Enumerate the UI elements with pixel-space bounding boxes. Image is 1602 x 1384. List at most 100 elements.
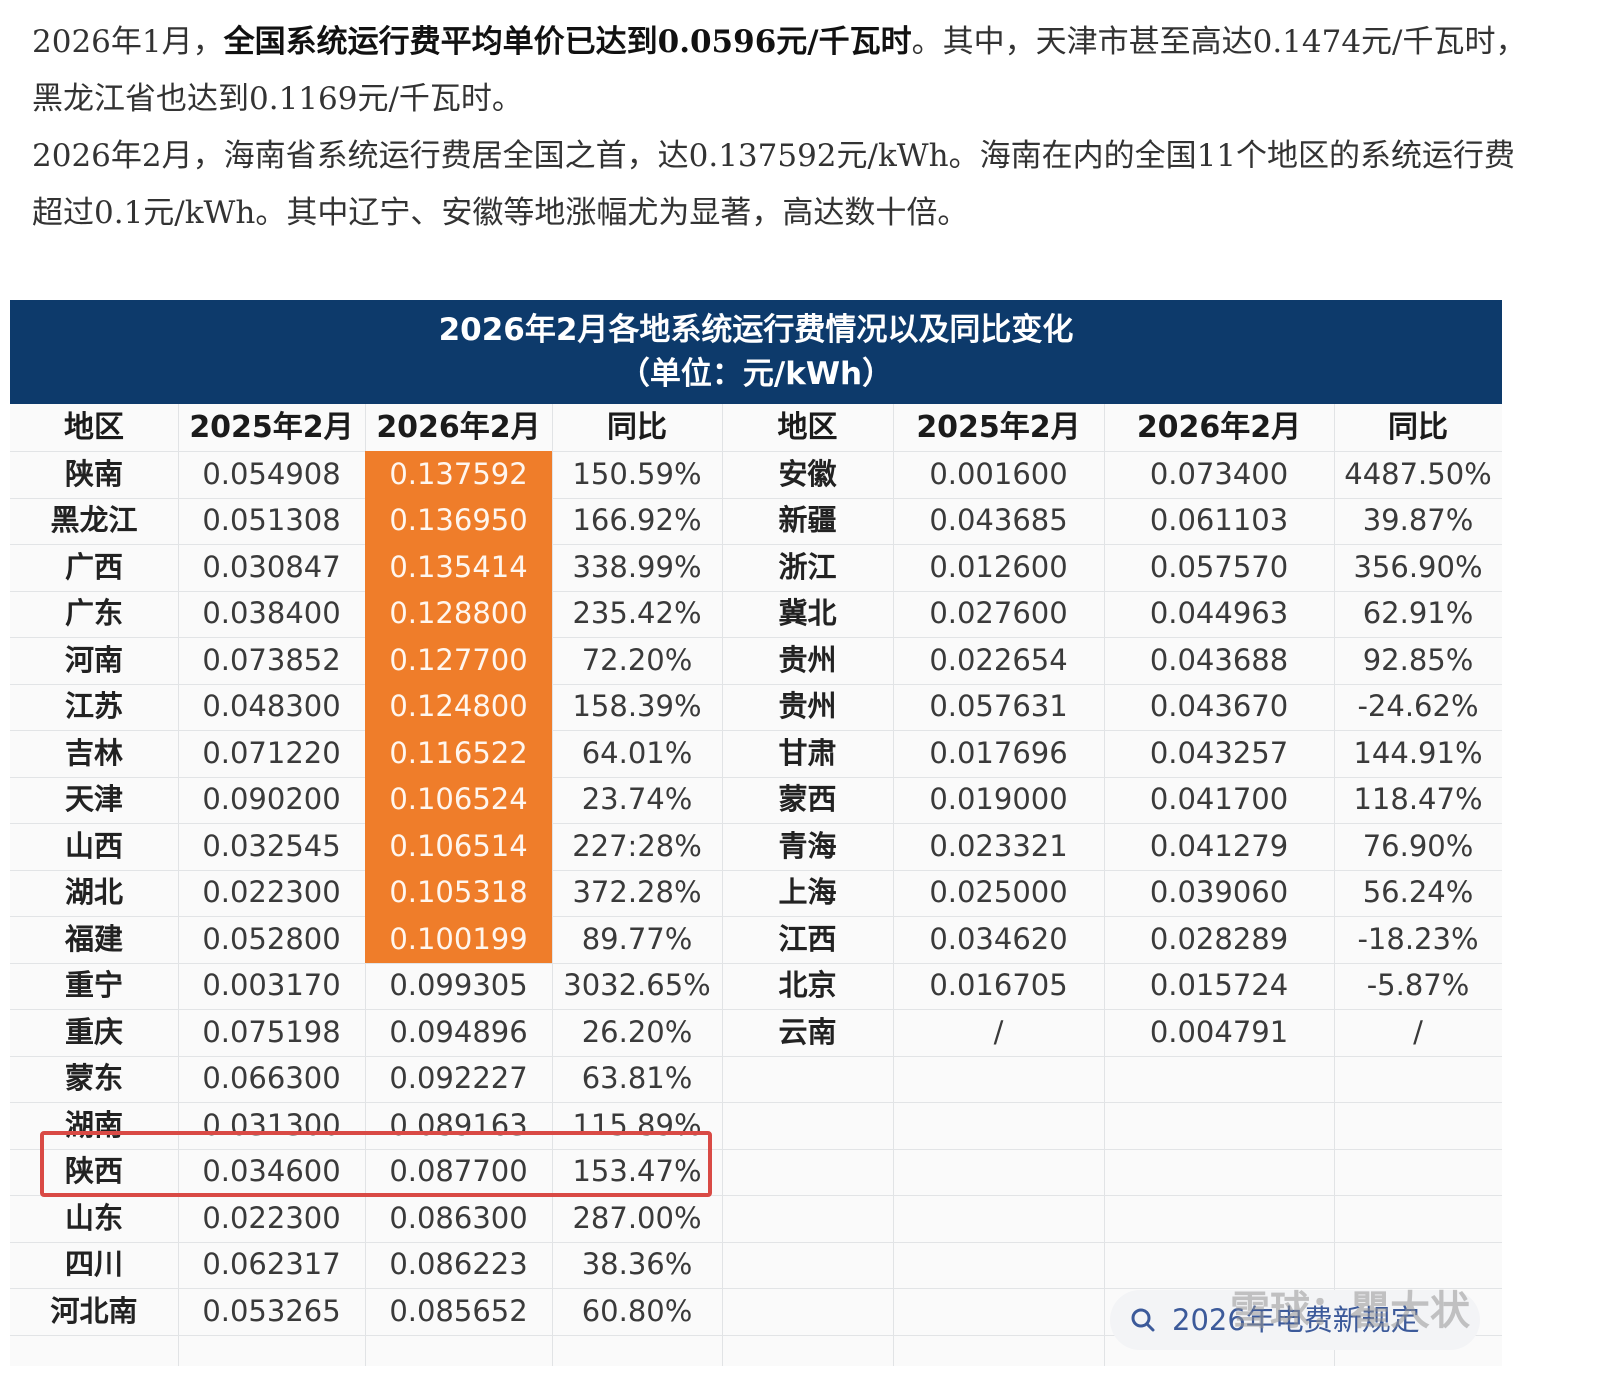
column-divider (893, 404, 894, 1366)
fee-2025-cell: 0.031300 (202, 1107, 341, 1142)
yoy-cell: -18.23% (1357, 921, 1479, 956)
column-header: 2025年2月 (916, 410, 1081, 445)
paragraph-1: 2026年1月，全国系统运行费平均单价已达到0.0596元/千瓦时。其中，天津市… (32, 24, 1527, 117)
region-cell: 新疆 (778, 503, 837, 537)
fee-2026-cell: 0.057570 (1149, 549, 1289, 584)
region-cell: 湖南 (64, 1107, 123, 1142)
region-cell: 湖北 (64, 875, 123, 909)
fee-2026-cell: 0.128800 (365, 590, 552, 637)
region-cell: 北京 (778, 968, 837, 1002)
fee-2025-cell: 0.043685 (929, 503, 1068, 537)
table-row: 湖北 0.022300 0.105318 372.28% 上海 0.025000 0.039… (10, 869, 1502, 917)
fee-2026-cell: 0.086223 (389, 1247, 528, 1281)
table-row: 河南 0.073852 0.127700 72.20% 贵州 0.022654 0.0436… (10, 636, 1502, 685)
yoy-cell: 56.24% (1362, 875, 1474, 909)
fee-2026-cell: 0.085652 (389, 1293, 528, 1328)
yoy-cell: 26.20% (581, 1014, 693, 1049)
fee-2026-cell: 0.061103 (1149, 503, 1289, 537)
table-header-row: 地区 2025年2月 2026年2月 同比 地区 2025年2月 2026年2月 同比 (10, 404, 1502, 452)
yoy-cell: -24.62% (1357, 689, 1479, 723)
fee-2026-cell: 0.135414 (365, 543, 552, 591)
yoy-cell: 158.39% (572, 689, 702, 723)
region-cell: 安徽 (778, 456, 837, 491)
region-cell: 山西 (64, 828, 123, 863)
yoy-cell: 63.81% (581, 1061, 693, 1095)
fee-2026-cell: 0.039060 (1149, 875, 1289, 909)
table-row: 广西 0.030847 0.135414 338.99% 浙江 0.012600 0.057… (10, 543, 1502, 592)
fee-2025-cell: 0.053265 (202, 1293, 341, 1328)
region-cell: 贵州 (778, 689, 837, 723)
fee-2026-cell: 0.087700 (389, 1154, 528, 1188)
yoy-cell: 76.90% (1362, 828, 1474, 863)
fee-2026-cell: 0.137592 (365, 450, 552, 498)
yoy-cell: 3032.65% (563, 968, 711, 1002)
yoy-cell: 338.99% (572, 549, 702, 584)
fee-2026-cell: 0.043670 (1149, 689, 1289, 723)
fee-2025-cell: 0.025000 (929, 875, 1068, 909)
search-suggestion[interactable]: 2026年电费新规定 (1110, 1290, 1480, 1350)
yoy-cell: 39.87% (1362, 503, 1474, 537)
column-divider (178, 404, 179, 1366)
table-row: 福建 0.052800 0.100199 89.77% 江西 0.034620 0.0282… (10, 915, 1502, 964)
fee-2026-cell: 0.086300 (389, 1200, 528, 1235)
region-cell: 蒙东 (64, 1061, 123, 1095)
fee-2025-cell: 0.023321 (929, 828, 1068, 863)
fee-2025-cell: 0.066300 (202, 1061, 341, 1095)
fee-2025-cell: 0.003170 (202, 968, 341, 1002)
table-title-line-1: 2026年2月各地系统运行费情况以及同比变化 (438, 312, 1074, 348)
fee-2025-cell: 0.075198 (202, 1014, 341, 1049)
table-row: 陕西 0.034600 0.087700 153.47% (10, 1148, 1502, 1196)
yoy-cell: 62.91% (1362, 596, 1474, 630)
fee-2025-cell: 0.022654 (929, 642, 1068, 677)
region-cell: 重庆 (64, 1014, 123, 1049)
fee-2025-cell: 0.062317 (202, 1247, 341, 1281)
fee-2026-cell: 0.105318 (365, 869, 552, 916)
table-row: 四川 0.062317 0.086223 38.36% (10, 1241, 1502, 1289)
column-header: 同比 (607, 410, 667, 445)
table-row: 山西 0.032545 0.106514 227:28% 青海 0.023321 0.041… (10, 822, 1502, 871)
yoy-cell: 60.80% (581, 1293, 693, 1328)
yoy-cell: 287.00% (572, 1200, 702, 1235)
region-cell: 上海 (778, 875, 837, 909)
fee-2026-cell: 0.136950 (365, 497, 552, 544)
table-row: 吉林 0.071220 0.116522 64.01% 甘肃 0.017696 0.0432… (10, 729, 1502, 778)
fee-2025-cell: / (993, 1014, 1004, 1049)
table-row: 天津 0.090200 0.106524 23.74% 蒙西 0.019000 0.0417… (10, 776, 1502, 824)
column-header: 地区 (777, 410, 838, 445)
fee-2026-cell: 0.015724 (1149, 968, 1289, 1002)
region-cell: 甘肃 (778, 735, 837, 770)
highlight-box (40, 1131, 712, 1197)
yoy-cell: 4487.50% (1344, 456, 1492, 491)
column-header: 2025年2月 (189, 410, 354, 445)
fee-2025-cell: 0.022300 (202, 1200, 341, 1235)
fee-2025-cell: 0.016705 (929, 968, 1068, 1002)
column-header: 2026年2月 (376, 410, 541, 445)
fee-2025-cell: 0.054908 (202, 456, 341, 491)
table-row: 蒙东 0.066300 0.092227 63.81% (10, 1055, 1502, 1103)
fee-2025-cell: 0.057631 (929, 689, 1068, 723)
region-cell: 陕西 (64, 1154, 123, 1188)
yoy-cell: 227:28% (572, 828, 702, 863)
fee-2025-cell: 0.012600 (929, 549, 1068, 584)
fee-2025-cell: 0.052800 (202, 921, 341, 956)
yoy-cell: 72.20% (581, 642, 693, 677)
fee-table: 2026年2月各地系统运行费情况以及同比变化 （单位：元/kWh） 地区 2025… (10, 300, 1502, 1366)
yoy-cell: 144.91% (1353, 735, 1483, 770)
fee-2026-cell: 0.043688 (1149, 642, 1289, 677)
fee-2025-cell: 0.034620 (929, 921, 1068, 956)
column-header: 2026年2月 (1136, 410, 1302, 445)
fee-2026-cell: 0.099305 (389, 968, 528, 1002)
yoy-cell: 118.47% (1353, 782, 1483, 816)
bold-highlight: 全国系统运行费平均单价已达到0.0596元/千瓦时 (223, 24, 912, 60)
yoy-cell: 153.47% (572, 1154, 702, 1188)
fee-2026-cell: 0.124800 (365, 683, 552, 730)
fee-2026-cell: 0.116522 (365, 729, 552, 777)
region-cell: 云南 (778, 1014, 837, 1049)
region-cell: 吉林 (64, 735, 123, 770)
fee-2026-cell: 0.092227 (389, 1061, 528, 1095)
fee-2026-cell: 0.094896 (389, 1014, 528, 1049)
fee-2025-cell: 0.032545 (202, 828, 341, 863)
fee-2025-cell: 0.071220 (202, 735, 341, 770)
region-cell: 江苏 (64, 689, 123, 723)
region-cell: 黑龙江 (50, 503, 138, 537)
